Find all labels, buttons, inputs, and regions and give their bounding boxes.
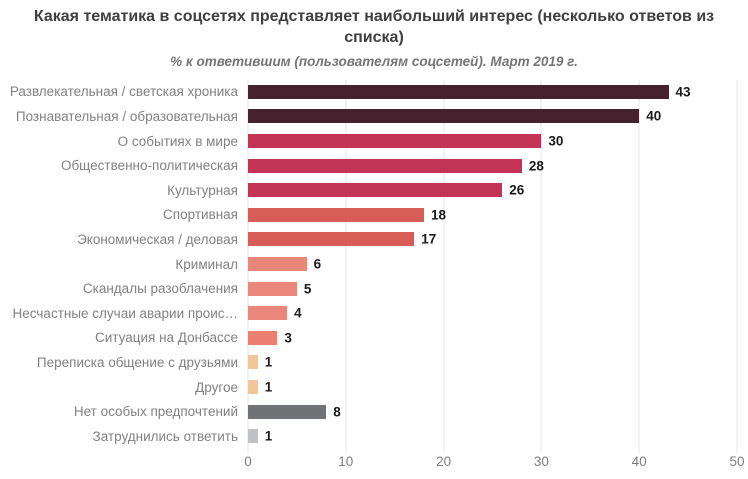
bar-value: 1 — [264, 354, 273, 370]
bar-value: 8 — [333, 404, 341, 420]
bar-track: 40 — [248, 104, 737, 129]
chart-row: Несчастные случаи аварии проис… 4 — [0, 301, 748, 326]
chart-row: Культурная 26 — [0, 178, 748, 203]
chart-row: Нет особых предпочтений 8 — [0, 399, 748, 424]
chart-row: Переписка общение с друзьями 1 — [0, 350, 748, 375]
bar-track: 1 — [248, 424, 737, 449]
chart-row: Затруднились ответить 1 — [0, 424, 748, 449]
gridline — [443, 79, 445, 453]
bar — [248, 380, 258, 395]
bar-value: 5 — [303, 281, 312, 297]
bar — [248, 355, 258, 370]
row-label: Затруднились ответить — [92, 428, 238, 444]
gridline — [638, 79, 640, 453]
x-tick-label: 30 — [533, 453, 549, 469]
row-label: Культурная — [167, 182, 238, 198]
gridline — [345, 79, 347, 453]
bar-track: 18 — [248, 203, 737, 228]
bar-track: 4 — [248, 301, 737, 326]
x-tick-label: 20 — [436, 453, 452, 469]
chart-rows: Развлекательная / светская хроника 43 По… — [0, 80, 748, 449]
bar — [248, 109, 640, 124]
bar — [248, 404, 327, 419]
bar-value: 6 — [313, 256, 322, 272]
bar-track: 1 — [248, 350, 737, 375]
bar-value: 17 — [421, 231, 437, 247]
chart-row: Криминал 6 — [0, 252, 748, 277]
x-tick-label: 40 — [631, 453, 647, 469]
x-tick-label: 0 — [244, 453, 252, 469]
row-label: Развлекательная / светская хроника — [9, 84, 238, 100]
row-label: Другое — [195, 379, 238, 395]
bar — [248, 207, 425, 222]
bar-value: 1 — [264, 428, 273, 444]
bar — [248, 330, 278, 345]
bar — [248, 281, 297, 296]
row-label: О событиях в мире — [117, 133, 238, 149]
bar — [248, 306, 288, 321]
chart-title: Какая тематика в соцсетях представляет н… — [33, 8, 715, 46]
bar — [248, 134, 542, 149]
chart-row: Скандалы разоблачения 5 — [0, 276, 748, 301]
bar-value: 43 — [675, 84, 691, 100]
row-label: Нет особых предпочтений — [73, 404, 238, 420]
bar-value: 30 — [548, 133, 564, 149]
plot-area: Развлекательная / светская хроника 43 По… — [0, 79, 748, 453]
bar-track: 26 — [248, 178, 737, 203]
chart-row: Развлекательная / светская хроника 43 — [0, 80, 748, 105]
bar — [248, 158, 522, 173]
bar-track: 8 — [248, 399, 737, 424]
chart-row: О событиях в мире 30 — [0, 129, 748, 154]
bar-track: 30 — [248, 129, 737, 154]
row-label: Общественно-политическая — [60, 158, 238, 174]
bar-track: 3 — [248, 326, 737, 351]
bar-track: 1 — [248, 375, 737, 400]
chart-row: Ситуация на Донбассе 3 — [0, 326, 748, 351]
row-label: Криминал — [175, 256, 238, 272]
row-label: Несчастные случаи аварии проис… — [12, 305, 238, 321]
bar-value: 28 — [528, 158, 544, 174]
bar-track: 17 — [248, 227, 737, 252]
chart-row: Общественно-политическая 28 — [0, 153, 748, 178]
bar — [248, 257, 307, 272]
bar-value: 3 — [284, 330, 292, 346]
bar-track: 5 — [248, 276, 737, 301]
chart-subtitle: % к ответившим (пользователям соцсетей).… — [170, 53, 578, 69]
x-axis: 0 10 20 30 40 50 — [244, 451, 744, 473]
row-label: Скандалы разоблачения — [82, 281, 238, 297]
bar — [248, 183, 503, 198]
bar-track: 6 — [248, 252, 737, 277]
row-label: Ситуация на Донбассе — [95, 330, 238, 346]
bar-value: 40 — [646, 108, 662, 124]
bar-value: 18 — [431, 207, 447, 223]
gridline — [540, 79, 542, 453]
chart-row: Спортивная 18 — [0, 203, 748, 228]
chart-row: Другое 1 — [0, 375, 748, 400]
bar-track: 43 — [248, 80, 737, 105]
bar-value: 26 — [509, 182, 525, 198]
x-tick-label: 10 — [338, 453, 354, 469]
row-label: Экономическая / деловая — [77, 231, 238, 247]
bar — [248, 429, 258, 444]
row-label: Спортивная — [163, 207, 238, 223]
row-label: Переписка общение с друзьями — [36, 354, 238, 370]
x-tick-label: 50 — [729, 453, 745, 469]
bar — [248, 84, 669, 99]
bar-value: 1 — [264, 379, 273, 395]
bar-value: 4 — [294, 305, 302, 321]
bar-track: 28 — [248, 153, 737, 178]
chart-row: Экономическая / деловая 17 — [0, 227, 748, 252]
chart-row: Познавательная / образовательная 40 — [0, 104, 748, 129]
gridline — [736, 79, 738, 453]
bar — [248, 232, 415, 247]
row-label: Познавательная / образовательная — [15, 108, 238, 124]
